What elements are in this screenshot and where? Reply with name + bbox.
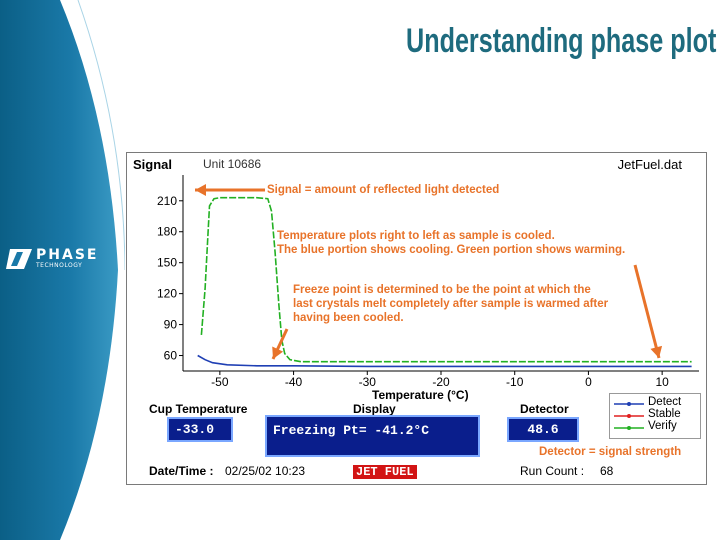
temperature-annotation-line-2: The blue portion shows cooling. Green po… (277, 244, 626, 256)
legend-detect: Detect (614, 396, 700, 410)
x-tick-label: 0 (585, 375, 592, 389)
run-count-label: Run Count : (520, 464, 585, 478)
y-tick-label: 90 (164, 318, 178, 332)
logo-mark-icon (6, 249, 32, 269)
phase-plot-chart: -50 -40 -30 -20 -10 0 10 60 90 120 150 180 210 (157, 175, 699, 389)
detector-label: Detector (520, 402, 569, 416)
x-tick-label: -50 (211, 375, 229, 389)
file-label: JetFuel.dat (617, 157, 682, 172)
x-tick-label: -20 (432, 375, 450, 389)
x-tick-label: -30 (359, 375, 377, 389)
display-readout: Freezing Pt= -41.2°C (265, 415, 480, 457)
legend-verify: Verify (614, 420, 700, 434)
legend-stable: Stable (614, 408, 700, 422)
series-line-verify (200, 196, 692, 363)
phase-plot-panel: -50 -40 -30 -20 -10 0 10 60 90 120 150 180 210 Signa… (126, 152, 707, 485)
y-tick-label: 150 (157, 256, 177, 270)
sidebar-decoration (0, 0, 125, 540)
x-tick-label: -40 (285, 375, 303, 389)
y-tick-label: 180 (157, 225, 177, 239)
detector-readout: 48.6 (507, 417, 579, 442)
chart-legend: Detect Stable Verify (609, 393, 701, 439)
series-line-detect (197, 354, 692, 368)
detector-annotation: Detector = signal strength (539, 446, 682, 458)
logo-subtitle: TECHNOLOGY (36, 262, 83, 269)
datetime-label: Date/Time : (149, 464, 214, 478)
right-arrow-shaft (633, 264, 661, 359)
freeze-arrow-head (272, 346, 284, 359)
cup-temperature-label: Cup Temperature (149, 402, 248, 416)
logo-word: PHASE (36, 247, 99, 263)
x-tick-label: -10 (506, 375, 524, 389)
legend-verify-swatch (614, 426, 644, 430)
y-tick-label: 210 (157, 194, 177, 208)
freeze-annotation-line-1: Freeze point is determined to be the poi… (293, 284, 591, 296)
phase-technology-logo: PHASE TECHNOLOGY (6, 247, 116, 273)
freeze-annotation-line-2: last crystals melt completely after samp… (293, 298, 609, 310)
signal-axis-label: Signal (133, 157, 173, 172)
unit-label: Unit 10686 (203, 157, 262, 171)
legend-detect-label: Detect (648, 396, 682, 408)
x-axis-label: Temperature (°C) (372, 388, 469, 402)
slide-title: Understanding phase plot (405, 22, 716, 60)
jet-fuel-badge: JET FUEL (353, 465, 417, 479)
display-label: Display (353, 402, 396, 416)
temperature-annotation-line-1: Temperature plots right to left as sampl… (277, 230, 555, 242)
legend-stable-label: Stable (648, 408, 681, 420)
legend-detect-swatch (614, 402, 644, 406)
datetime-value: 02/25/02 10:23 (225, 464, 306, 478)
right-arrow-head (650, 345, 663, 358)
x-tick-label: 10 (655, 375, 669, 389)
legend-stable-swatch (614, 414, 644, 418)
signal-annotation: Signal = amount of reflected light detec… (267, 184, 500, 196)
y-tick-label: 60 (164, 349, 178, 363)
signal-arrow-head (195, 184, 206, 196)
run-count-value: 68 (600, 464, 614, 478)
y-tick-label: 120 (157, 287, 177, 301)
freeze-annotation-line-3: having been cooled. (293, 312, 404, 324)
legend-verify-label: Verify (648, 420, 677, 432)
cup-temperature-readout: -33.0 (167, 417, 233, 442)
